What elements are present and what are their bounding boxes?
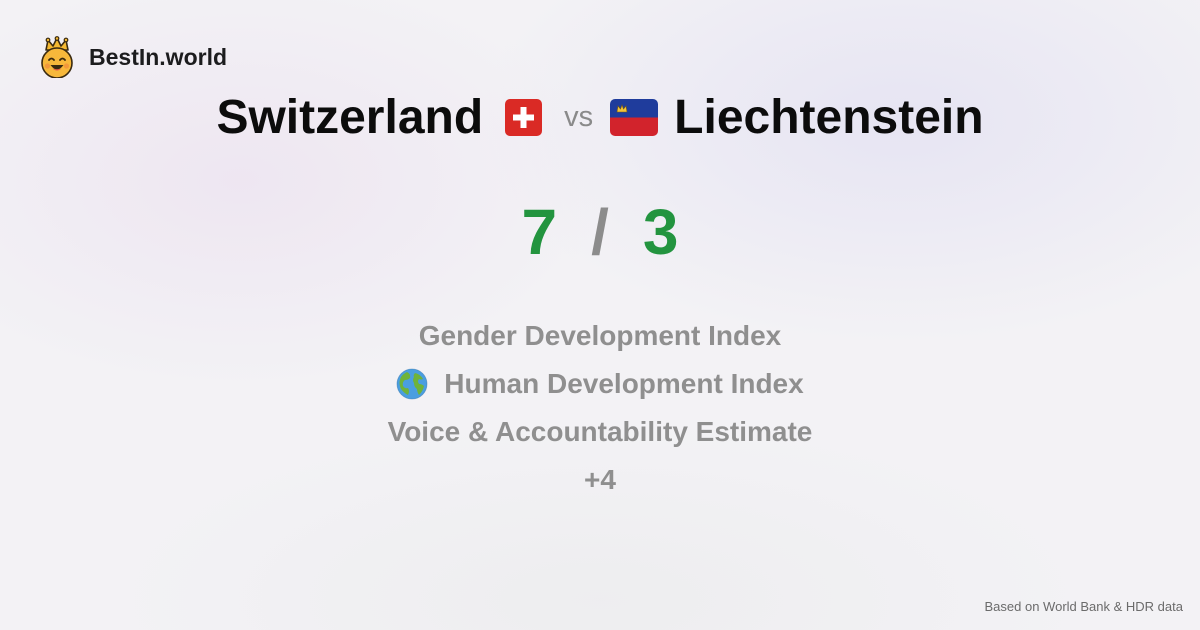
switzerland-flag-icon <box>505 98 543 136</box>
metric-item: Voice & Accountability Estimate <box>0 408 1200 456</box>
score: 7 / 3 <box>0 194 1200 270</box>
liechtenstein-flag-icon <box>610 98 659 136</box>
metric-label: Voice & Accountability Estimate <box>387 416 813 447</box>
comparison-title: Switzerland vs Liechtenstein <box>0 84 1200 150</box>
crowned-smiley-icon <box>41 36 73 78</box>
metric-item: Human Development Index <box>0 360 1200 408</box>
more-label: +4 <box>584 464 616 495</box>
right-country-name[interactable]: Liechtenstein <box>674 90 984 144</box>
vs-label: vs <box>564 100 594 133</box>
metric-item: Gender Development Index <box>0 312 1200 360</box>
metric-label: Gender Development Index <box>418 320 782 351</box>
more-metrics-count: +4 <box>0 456 1200 504</box>
metric-list: Gender Development Index Human Developme… <box>0 312 1200 504</box>
metric-label: Human Development Index <box>444 368 804 399</box>
data-source-footer: Based on World Bank & HDR data <box>984 599 1183 614</box>
score-separator: / <box>591 196 609 268</box>
left-score: 7 <box>521 196 558 268</box>
brand[interactable]: BestIn.world <box>38 36 227 78</box>
left-country-name[interactable]: Switzerland <box>216 90 484 144</box>
brand-name: BestIn.world <box>89 43 228 70</box>
globe-icon <box>396 368 428 400</box>
right-score: 3 <box>642 196 679 268</box>
